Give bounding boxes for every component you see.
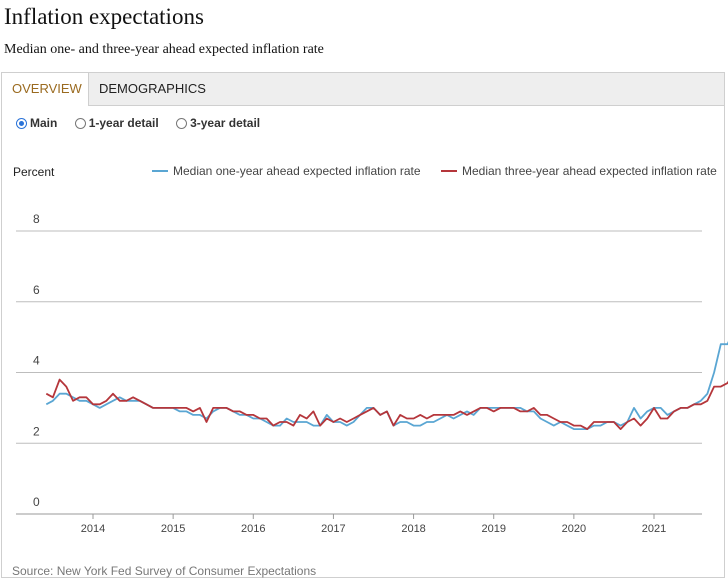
page-title: Inflation expectations (4, 4, 204, 29)
radio-1-year-detail[interactable]: 1-year detail (74, 116, 159, 130)
radio-1-year-label: 1-year detail (88, 116, 159, 130)
series-line-three-year (45, 378, 728, 431)
tab-overview[interactable]: OVERVIEW (2, 73, 89, 106)
y-tick-label: 0 (33, 495, 40, 509)
x-tick-label: 2020 (562, 523, 586, 535)
series-line-one-year (45, 340, 728, 431)
legend-label-three-year: Median three-year ahead expected inflati… (462, 164, 717, 178)
tab-demographics[interactable]: DEMOGRAPHICS (99, 81, 206, 96)
radio-dot (176, 118, 188, 129)
page-subtitle: Median one- and three-year ahead expecte… (4, 42, 324, 57)
legend: Median one-year ahead expected inflation… (152, 164, 717, 178)
radio-main[interactable]: Main (16, 116, 57, 130)
view-options: Main 1-year detail 3-year detail (16, 116, 274, 130)
x-tick-label: 2014 (81, 523, 105, 535)
y-tick-label: 6 (33, 283, 40, 297)
y-axis-label: Percent (13, 165, 55, 179)
x-tick-label: 2015 (161, 523, 185, 535)
x-tick-label: 2016 (241, 523, 265, 535)
legend-label-one-year: Median one-year ahead expected inflation… (173, 164, 421, 178)
radio-main-label: Main (30, 116, 58, 130)
x-tick-label: 2018 (401, 523, 425, 535)
radio-3-year-label: 3-year detail (190, 116, 261, 130)
chart-panel: OVERVIEW DEMOGRAPHICS Main 1-year detail… (1, 72, 725, 578)
x-tick-label: 2017 (321, 523, 345, 535)
y-tick-label: 2 (33, 424, 40, 438)
source-note: Source: New York Fed Survey of Consumer … (12, 564, 317, 578)
y-tick-label: 8 (33, 212, 40, 226)
x-tick-label: 2019 (481, 523, 505, 535)
y-tick-label: 4 (33, 354, 40, 368)
radio-dot (16, 118, 27, 129)
x-tick-label: 2021 (642, 523, 666, 535)
radio-3-year-detail[interactable]: 3-year detail (176, 116, 260, 130)
tab-bar: OVERVIEW DEMOGRAPHICS (2, 73, 724, 106)
radio-dot (74, 118, 86, 129)
